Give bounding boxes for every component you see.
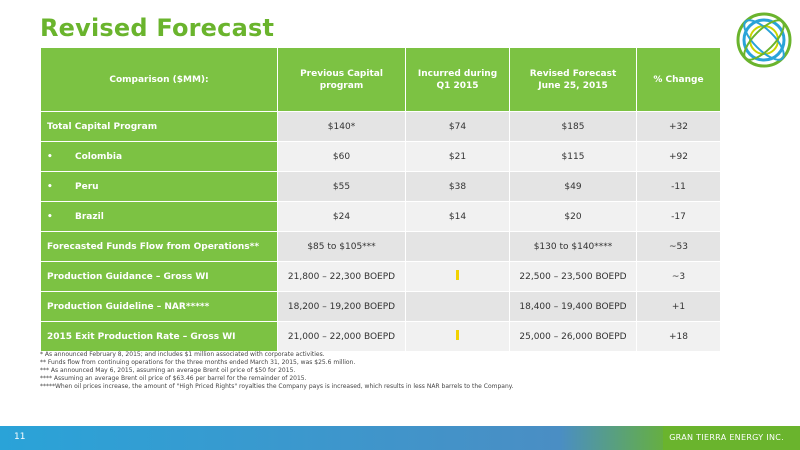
row-label: 2015 Exit Production Rate – Gross WI [40,321,278,352]
cell-rev: $20 [509,201,637,232]
cell-chg: +92 [636,141,721,172]
bullet-icon: • [47,151,53,162]
bullet-icon: • [47,211,53,222]
header-percent-change: % Change [636,47,721,112]
cell-prev: $24 [277,201,406,232]
cell-prev: $60 [277,141,406,172]
cell-prev: 21,000 – 22,000 BOEPD [277,321,406,352]
cell-chg: +32 [636,111,721,142]
footnote: * As announced February 8, 2015; and inc… [40,351,325,358]
cell-prev: $85 to $105*** [277,231,406,262]
cell-prev: 21,800 – 22,300 BOEPD [277,261,406,292]
cell-prev: $55 [277,171,406,202]
table-row: Production Guideline – NAR***** 18,200 – … [40,291,721,322]
forecast-table: Comparison ($MM): Previous Capital progr… [40,47,721,352]
cell-chg: -17 [636,201,721,232]
cell-rev: $49 [509,171,637,202]
footer-bar: 11 GRAN TIERRA ENERGY INC. [0,426,800,450]
table-row: • Peru $55 $38 $49 -11 [40,171,721,202]
row-label: • Colombia [40,141,278,172]
header-incurred-q1: Incurred during Q1 2015 [405,47,510,112]
footnote: **** Assuming an average Brent oil price… [40,375,307,382]
bullet-icon: • [47,181,53,192]
row-label-text: Production Guidance – Gross WI [47,271,209,282]
company-logo-icon [736,12,792,68]
cell-q1 [405,261,510,292]
cell-rev: $185 [509,111,637,142]
header-comparison: Comparison ($MM): [40,47,278,112]
footnote: ** Funds flow from continuing operations… [40,359,356,366]
cell-rev: 25,000 – 26,000 BOEPD [509,321,637,352]
row-label-text: Total Capital Program [47,121,158,132]
row-label-text: Production Guideline – NAR***** [47,301,210,312]
row-label: • Peru [40,171,278,202]
cell-q1: $14 [405,201,510,232]
cell-q1 [405,291,510,322]
row-label-text: 2015 Exit Production Rate – Gross WI [47,331,236,342]
cell-q1: $74 [405,111,510,142]
row-label: Forecasted Funds Flow from Operations** [40,231,278,262]
row-label-text: Peru [75,181,99,192]
footer-accent [663,426,800,450]
row-label: Production Guidance – Gross WI [40,261,278,292]
cell-rev: 18,400 – 19,400 BOEPD [509,291,637,322]
cell-q1: $21 [405,141,510,172]
footnote: *** As announced May 6, 2015, assuming a… [40,367,296,374]
row-label: Production Guideline – NAR***** [40,291,278,322]
cell-prev: 18,200 – 19,200 BOEPD [277,291,406,322]
marker-icon [456,330,459,340]
header-revised-forecast: Revised Forecast June 25, 2015 [509,47,637,112]
row-label-text: Forecasted Funds Flow from Operations** [47,241,260,252]
table-header-row: Comparison ($MM): Previous Capital progr… [40,47,721,112]
table-row: • Brazil $24 $14 $20 -17 [40,201,721,232]
footnotes: * As announced February 8, 2015; and inc… [40,351,513,391]
table-row: Total Capital Program $140* $74 $185 +32 [40,111,721,142]
cell-q1: $38 [405,171,510,202]
header-previous-capital: Previous Capital program [277,47,406,112]
cell-chg: +1 [636,291,721,322]
page-number: 11 [14,432,26,442]
row-label-text: Brazil [75,211,104,222]
table-row: 2015 Exit Production Rate – Gross WI 21,0… [40,321,721,352]
cell-q1 [405,231,510,262]
cell-q1 [405,321,510,352]
cell-chg: ~3 [636,261,721,292]
page-title: Revised Forecast [40,14,275,42]
cell-chg: -11 [636,171,721,202]
cell-chg: +18 [636,321,721,352]
cell-chg: ~53 [636,231,721,262]
cell-rev: 22,500 – 23,500 BOEPD [509,261,637,292]
cell-rev: $115 [509,141,637,172]
table-row: Production Guidance – Gross WI 21,800 – 2… [40,261,721,292]
cell-rev: $130 to $140**** [509,231,637,262]
table-row: • Colombia $60 $21 $115 +92 [40,141,721,172]
row-label: Total Capital Program [40,111,278,142]
cell-prev: $140* [277,111,406,142]
row-label-text: Colombia [75,151,123,162]
company-name: GRAN TIERRA ENERGY INC. [669,433,784,442]
table-row: Forecasted Funds Flow from Operations** $… [40,231,721,262]
footnote: *****When oil prices increase, the amoun… [40,383,514,390]
row-label: • Brazil [40,201,278,232]
marker-icon [456,270,459,280]
